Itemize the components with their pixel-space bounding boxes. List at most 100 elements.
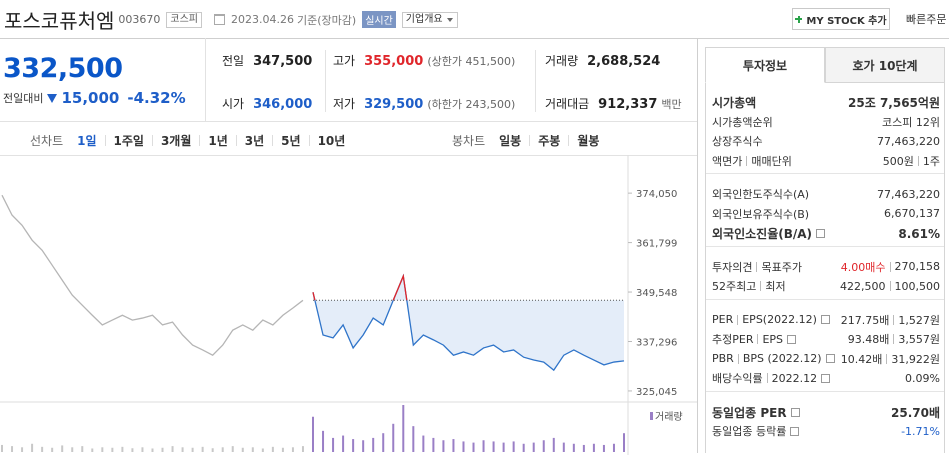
stock-code: 003670 bbox=[118, 13, 161, 26]
volume-bar bbox=[572, 443, 575, 452]
chart-tab[interactable]: 1주일 bbox=[113, 134, 144, 148]
stat-note: 백만 bbox=[661, 98, 682, 111]
down-arrow bbox=[47, 93, 58, 103]
stat-value: 2,688,524 bbox=[587, 54, 661, 69]
volume-bar bbox=[171, 446, 174, 452]
chart-tab[interactable]: 일봉 bbox=[499, 134, 522, 148]
market-badge: 코스피 bbox=[166, 11, 203, 28]
info-row: 추정PER EPS 93.48배 3,557원 bbox=[712, 331, 940, 347]
info-label: PER EPS(2022.12) bbox=[712, 312, 830, 328]
label-text: 액면가 bbox=[712, 154, 743, 168]
realtime-badge[interactable]: 실시간 bbox=[362, 11, 396, 28]
label-text: 2022.12 bbox=[771, 371, 818, 385]
info-label: 동일업종 등락률 bbox=[712, 423, 800, 439]
value-text: 10.42배 bbox=[840, 352, 883, 366]
chart-tab[interactable]: 1일 bbox=[77, 134, 97, 148]
y-tick-label: 349,548 bbox=[636, 288, 677, 299]
value-text: 77,463,220 bbox=[877, 134, 940, 148]
label-text: EPS bbox=[762, 332, 784, 346]
pipe bbox=[756, 261, 758, 272]
volume-bar bbox=[342, 435, 345, 452]
info-row: 상장주식수 77,463,220 bbox=[712, 133, 940, 149]
volume-bar bbox=[602, 444, 605, 452]
chart-tab[interactable]: 3년 bbox=[244, 134, 265, 148]
info-value: 217.75배 1,527원 bbox=[841, 312, 940, 328]
chart-tab[interactable]: 1년 bbox=[208, 134, 228, 148]
tab-group-label: 봉차트 bbox=[452, 134, 486, 148]
pipe bbox=[893, 334, 895, 344]
divider bbox=[0, 155, 697, 156]
tab-separator bbox=[104, 135, 106, 146]
label-text: 외국인한도주식수(A) bbox=[712, 188, 810, 201]
volume-bar bbox=[81, 446, 84, 452]
info-row: 52주최고 최저 422,500 100,500 bbox=[712, 278, 940, 294]
value-text: -1.71% bbox=[901, 424, 940, 438]
value-text: 3,557원 bbox=[898, 333, 940, 346]
label-text: 최저 bbox=[765, 280, 786, 293]
chart-tab[interactable]: 주봉 bbox=[538, 134, 561, 148]
volume-bar bbox=[522, 443, 525, 452]
chart-tab[interactable]: 월봉 bbox=[577, 134, 600, 148]
value-text: 4.00매수 bbox=[840, 260, 886, 274]
label-text: 동일업종 PER bbox=[712, 405, 787, 420]
value-text: 270,158 bbox=[894, 260, 941, 273]
stat-value: 912,337 bbox=[598, 97, 658, 112]
pipe bbox=[889, 281, 891, 291]
price-chart: 325,045 337,296 349,548 361,799 374,050 거래량 bbox=[0, 155, 697, 455]
value-text: 25.70배 bbox=[891, 405, 940, 420]
help-icon[interactable] bbox=[787, 334, 797, 344]
tab-separator bbox=[308, 135, 310, 146]
volume-bar bbox=[241, 447, 244, 452]
help-icon[interactable] bbox=[821, 373, 831, 383]
volume-bar bbox=[251, 447, 254, 452]
volume-bar bbox=[161, 447, 164, 452]
separator bbox=[535, 50, 536, 112]
help-icon[interactable] bbox=[790, 426, 800, 436]
volume-bar bbox=[131, 448, 134, 452]
chart-tab[interactable]: 3개월 bbox=[160, 134, 192, 148]
my-stock-button[interactable]: MY STOCK 추가 bbox=[792, 8, 890, 30]
info-value: 77,463,220 bbox=[877, 186, 940, 202]
info-value: 코스피 12위 bbox=[882, 114, 940, 130]
volume-bar bbox=[11, 446, 14, 452]
plus-icon bbox=[795, 15, 803, 23]
info-tab[interactable]: 투자정보 bbox=[705, 47, 825, 83]
info-panel: 투자정보 호가 10단계 bbox=[705, 47, 945, 453]
chart-tab[interactable]: 5년 bbox=[281, 134, 301, 148]
stat: 전일 347,500 bbox=[222, 52, 312, 69]
volume-bar bbox=[482, 440, 485, 452]
info-value: 0.09% bbox=[905, 370, 940, 386]
my-stock-label: MY STOCK 추가 bbox=[806, 15, 887, 27]
info-value: 4.00매수 270,158 bbox=[841, 259, 940, 275]
help-icon[interactable] bbox=[816, 229, 826, 238]
separator bbox=[697, 38, 698, 453]
stat-label: 고가 bbox=[333, 54, 356, 68]
help-icon[interactable] bbox=[790, 407, 800, 417]
price-change: 전일대비 15,000 -4.32% bbox=[3, 89, 186, 107]
help-icon[interactable] bbox=[825, 354, 835, 363]
stat: 저가 329,500 (하한가 243,500) bbox=[333, 95, 515, 112]
stat: 시가 346,000 bbox=[222, 95, 312, 112]
value-text: 31,922원 bbox=[891, 352, 940, 366]
volume-bar bbox=[91, 448, 94, 452]
value-text: 1주 bbox=[922, 154, 940, 168]
company-dropdown[interactable]: 기업개요 bbox=[401, 11, 458, 28]
pipe bbox=[889, 261, 891, 272]
date: 2023.04.26 bbox=[231, 13, 294, 26]
chart-tab[interactable]: 10년 bbox=[317, 134, 346, 148]
info-value: -1.71% bbox=[901, 423, 940, 439]
volume-bar bbox=[552, 437, 555, 452]
pipe bbox=[760, 281, 762, 291]
tab-separator bbox=[272, 135, 274, 146]
quick-order[interactable]: 빠른주문 bbox=[906, 13, 947, 26]
volume-bar bbox=[151, 448, 154, 452]
help-icon[interactable] bbox=[820, 315, 830, 324]
pipe bbox=[757, 334, 759, 344]
volume-bar bbox=[301, 446, 304, 452]
info-value: 25.70배 bbox=[891, 404, 940, 421]
info-tab[interactable]: 호가 10단계 bbox=[825, 47, 945, 83]
volume-bar bbox=[291, 447, 294, 452]
volume-bar bbox=[392, 423, 395, 452]
pipe bbox=[886, 353, 888, 364]
stat: 거래량 2,688,524 bbox=[545, 52, 660, 69]
